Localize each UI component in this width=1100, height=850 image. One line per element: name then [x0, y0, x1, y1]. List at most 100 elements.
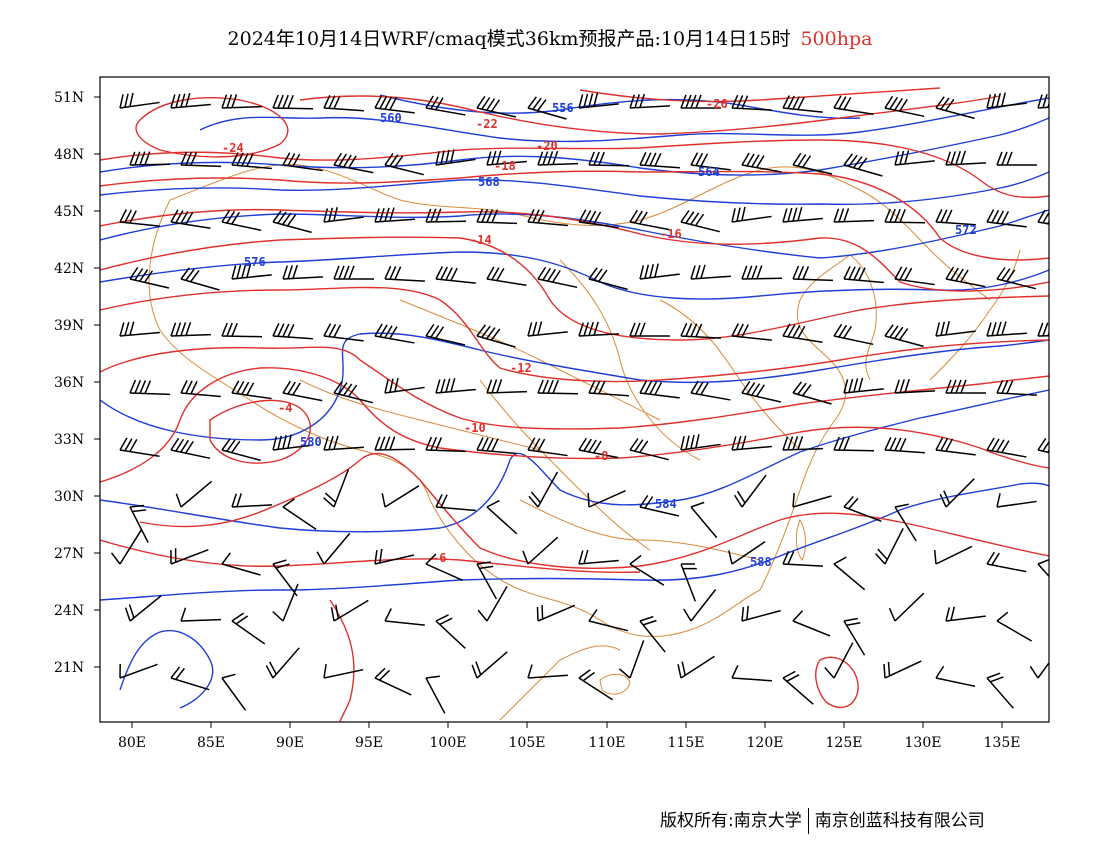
- wind-barb: [996, 493, 1037, 508]
- wind-barb: [221, 438, 261, 462]
- wind-barb: [690, 264, 731, 280]
- tmp-label-neg26: -26: [706, 97, 728, 111]
- tmp-contour-4: [100, 539, 641, 573]
- wind-barb: [792, 265, 834, 282]
- temperature-label-group: -26 -24 -22 -20 -18 -16 -14 -12 -10 -8 -…: [222, 97, 728, 565]
- wind-barb: [792, 610, 831, 637]
- wind-barb: [119, 321, 160, 337]
- wind-barb: [588, 267, 628, 291]
- wind-barb: [782, 435, 824, 451]
- wind-barb: [680, 563, 697, 602]
- tmp-label-neg8: -8: [594, 449, 608, 463]
- wind-barb: [528, 471, 559, 508]
- tmp-label-neg22: -22: [476, 117, 498, 131]
- wind-barb: [333, 381, 373, 404]
- wind-barb: [639, 615, 666, 653]
- wind-barb: [330, 599, 369, 622]
- wind-barb: [578, 669, 613, 701]
- wind-barb: [384, 153, 424, 176]
- wind-barb: [282, 152, 323, 172]
- wind-barb: [282, 498, 317, 530]
- tmp-contour-22: [299, 95, 1001, 135]
- lon-label-120e: 120E: [747, 735, 784, 751]
- wind-barb: [272, 322, 313, 340]
- wind-barb: [843, 377, 884, 394]
- wind-barb: [170, 666, 210, 691]
- wind-barb: [231, 612, 266, 645]
- wind-barb: [282, 380, 323, 402]
- lon-label-90e: 90E: [276, 735, 304, 751]
- temperature-contours: [100, 87, 1049, 722]
- wind-barb: [374, 548, 415, 565]
- wind-barb: [129, 151, 171, 166]
- wind-barb: [945, 606, 986, 622]
- lon-label-110e: 110E: [589, 735, 626, 751]
- wind-barb: [477, 585, 508, 622]
- wind-barb: [986, 209, 1027, 228]
- hgt-label-560: 560: [380, 111, 402, 125]
- wind-barb: [690, 501, 718, 539]
- wind-barb: [629, 322, 670, 337]
- wind-barb: [680, 322, 721, 339]
- wind-barb: [476, 324, 516, 348]
- wind-barb: [728, 541, 766, 565]
- hgt-label-588: 588: [750, 555, 772, 569]
- tmp-contour-12: [100, 286, 1049, 383]
- wind-barb: [129, 504, 149, 543]
- hgt-contour-564: [100, 117, 1049, 176]
- wind-barb: [119, 209, 160, 227]
- tmp-label-neg12: -12: [510, 361, 532, 375]
- lon-label-125e: 125E: [826, 735, 863, 751]
- wind-barb: [323, 207, 364, 223]
- wind-barb: [833, 95, 874, 115]
- wind-barb: [782, 550, 823, 567]
- wind-barb: [1029, 661, 1049, 679]
- province-line-c: [559, 259, 701, 461]
- wind-barb: [986, 321, 1027, 337]
- wind-barb: [731, 435, 772, 451]
- title-main: 2024年10月14日WRF/cmaq模式36km预报产品:10月14日15时: [227, 28, 791, 50]
- wind-barb: [476, 437, 517, 455]
- hgt-contour-560: [199, 97, 1049, 143]
- wind-barb: [731, 664, 772, 682]
- wind-barb: [537, 379, 579, 395]
- wind-barb: [486, 266, 527, 286]
- wind-barb: [1037, 437, 1049, 454]
- wind-barb: [731, 323, 772, 341]
- wind-barb: [272, 434, 313, 451]
- hgt-label-556: 556: [552, 101, 574, 115]
- hgt-label-584: 584: [655, 497, 677, 511]
- hgt-contour-572: [100, 209, 1049, 259]
- hainan-island: [599, 673, 631, 695]
- wind-barb: [843, 266, 884, 284]
- tmp-contour-18: [100, 170, 1049, 261]
- wind-barb: [425, 95, 466, 116]
- wind-barb: [996, 611, 1033, 642]
- wind-barb: [888, 592, 925, 622]
- wind-barb: [986, 437, 1027, 458]
- copyright-text: 版权所有:南京大学: [660, 811, 802, 831]
- wind-barb: [476, 208, 518, 225]
- lon-label-115e: 115E: [668, 735, 705, 751]
- wind-barb: [639, 380, 680, 399]
- wind-barb: [425, 553, 463, 581]
- lon-label-105e: 105E: [509, 735, 546, 751]
- wind-barb: [578, 92, 619, 109]
- lat-label-42n: 42N: [54, 261, 84, 277]
- wind-barb: [782, 670, 814, 705]
- hgt-label-580: 580: [300, 435, 322, 449]
- tmp-contour-8: [100, 367, 1049, 483]
- wind-barb: [843, 153, 883, 177]
- wind-barb: [884, 95, 925, 118]
- wind-barb: [833, 208, 875, 223]
- hgt-label-564: 564: [698, 165, 720, 179]
- lat-label-24n: 24N: [54, 603, 84, 619]
- wind-barb: [884, 208, 926, 224]
- wind-barb: [374, 207, 415, 223]
- wind-barb: [119, 437, 160, 457]
- wind-barb: [883, 660, 922, 679]
- axis-ticks: [94, 96, 1003, 728]
- wind-barb: [180, 380, 221, 398]
- wind-barb: [170, 321, 212, 337]
